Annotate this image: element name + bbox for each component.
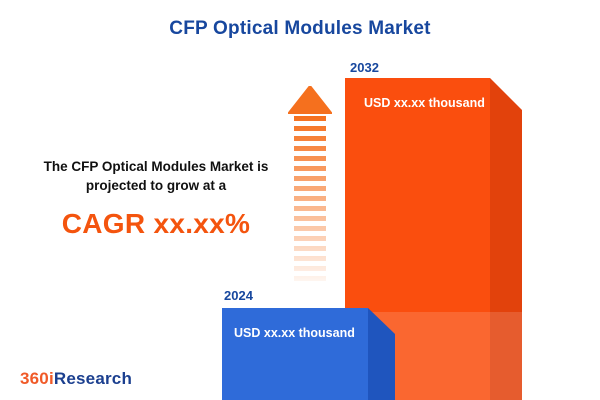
- growth-statement-line1: The CFP Optical Modules Market is: [43, 159, 269, 174]
- bar-2024-value-label: USD xx.xx thousand: [234, 326, 355, 340]
- cagr-value: CAGR xx.xx%: [61, 207, 251, 239]
- bar-2032-side-face: [490, 78, 522, 400]
- growth-statement-line2: projected to grow at a: [85, 177, 227, 193]
- page-title: CFP Optical Modules Market: [169, 18, 431, 39]
- growth-arrow-head-icon: [288, 86, 332, 114]
- brand-logo-prefix: 360i: [20, 369, 54, 388]
- growth-statement: The CFP Optical Modules Market is projec…: [10, 158, 302, 240]
- brand-logo: 360iResearch: [20, 369, 132, 389]
- growth-arrow-shaft-icon: [294, 116, 326, 284]
- bar-2032-year-label: 2032: [350, 60, 379, 75]
- bar-2024-year-label: 2024: [224, 288, 253, 303]
- bar-2024-front-face: [222, 308, 368, 400]
- brand-logo-suffix: Research: [53, 369, 133, 388]
- bar-2032-value-label: USD xx.xx thousand: [364, 96, 485, 110]
